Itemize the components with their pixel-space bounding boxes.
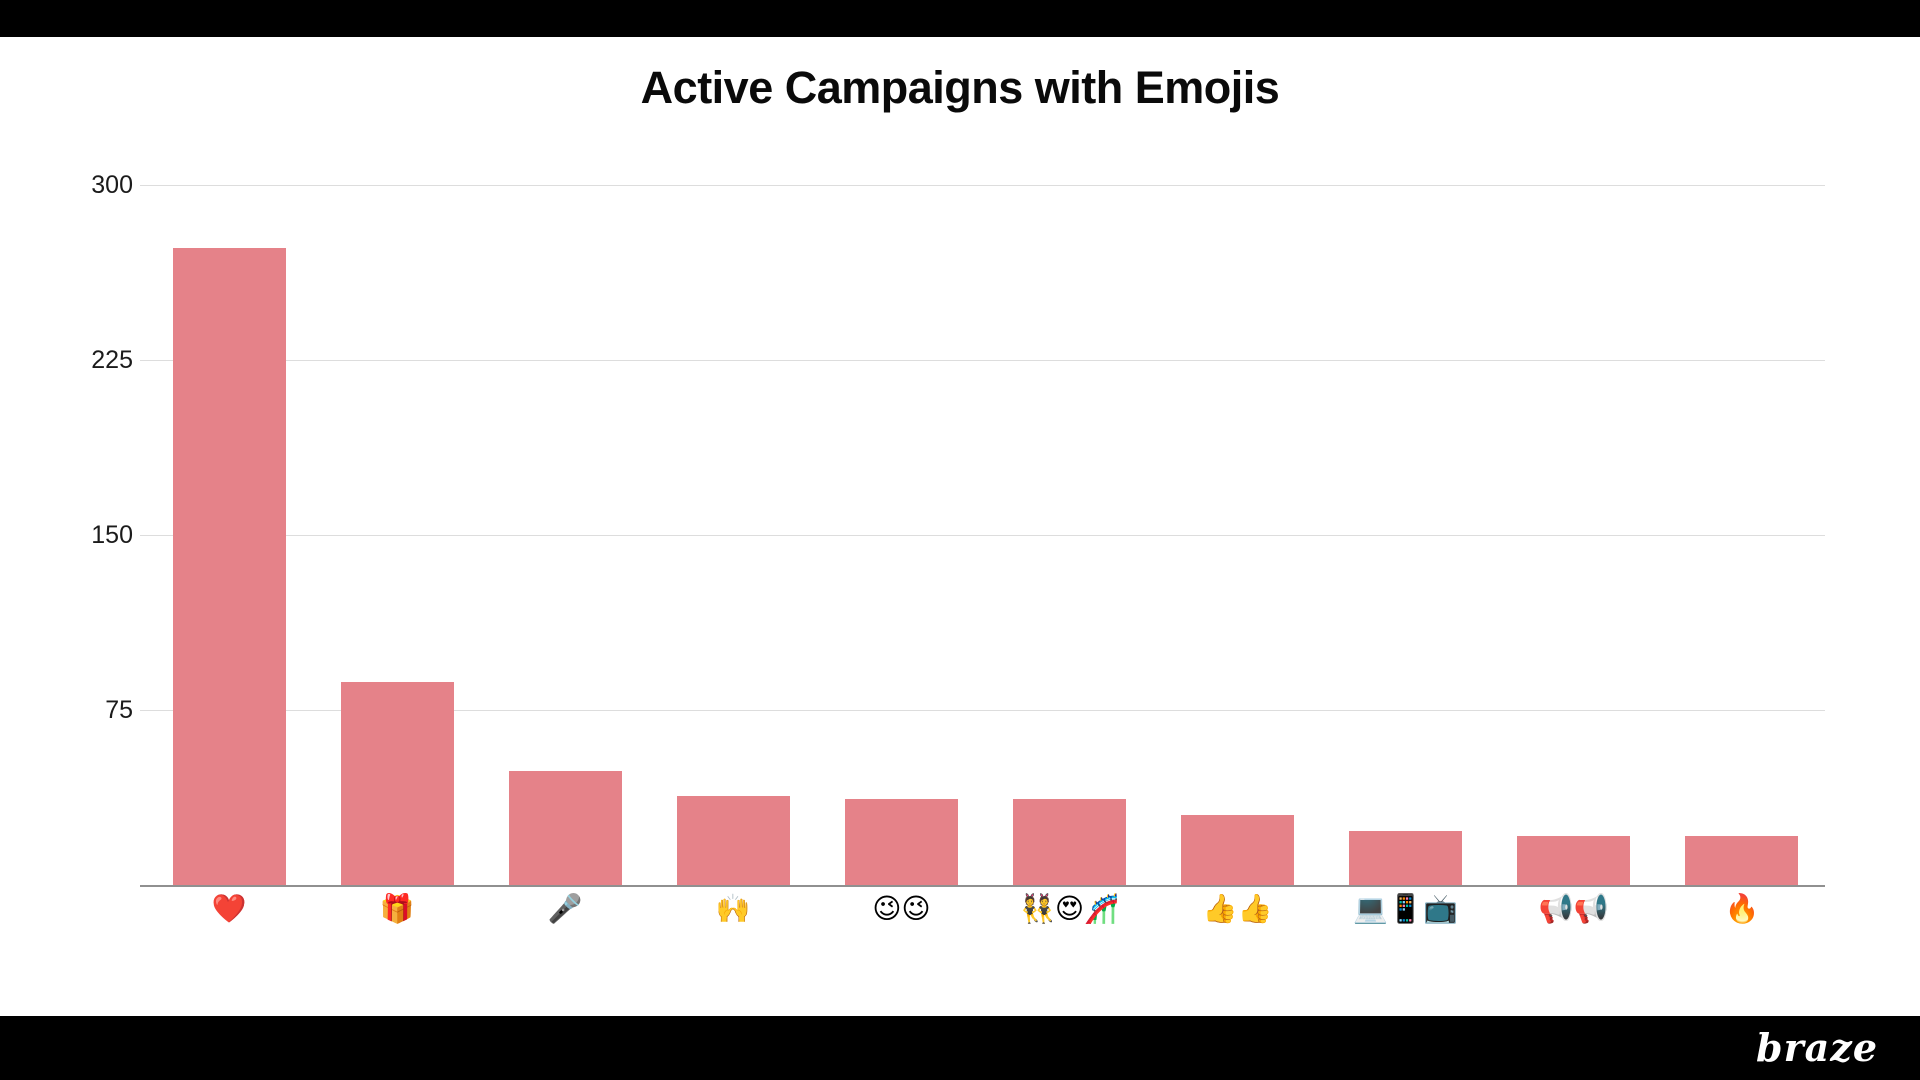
bar — [172, 248, 286, 885]
x-emoji-label: 🎤 — [547, 892, 583, 925]
bottom-brand-bar — [0, 1016, 1920, 1080]
gridline — [140, 710, 1825, 711]
bar — [1685, 836, 1799, 885]
gridline — [140, 185, 1825, 186]
x-emoji-label: 👍👍 — [1202, 892, 1273, 925]
bar — [508, 770, 622, 885]
y-tick-label: 150 — [91, 521, 133, 549]
top-brand-bar — [0, 0, 1920, 37]
bar — [676, 796, 790, 885]
x-emoji-label: 😉😉 — [872, 892, 931, 925]
x-emoji-label: ❤️ — [211, 892, 247, 925]
bar — [1349, 831, 1463, 885]
bar — [340, 682, 454, 885]
y-tick-label: 75 — [105, 696, 133, 724]
y-tick-label: 300 — [91, 171, 133, 199]
chart-title: Active Campaigns with Emojis — [640, 62, 1280, 113]
y-tick-label: 225 — [91, 346, 133, 374]
bar — [1517, 836, 1631, 885]
gridline — [140, 360, 1825, 361]
x-emoji-label: 🙌 — [715, 892, 751, 925]
x-axis-line — [140, 885, 1825, 887]
x-emoji-label: 🎁 — [379, 892, 415, 925]
x-emoji-label: 💻📱📺 — [1353, 892, 1458, 925]
x-emoji-label: 🔥 — [1724, 892, 1760, 925]
braze-logo: braze — [1756, 1025, 1878, 1070]
gridline — [140, 535, 1825, 536]
bar — [844, 798, 958, 885]
bar — [1013, 798, 1126, 885]
x-emoji-label: 👯😍🎢 — [1020, 892, 1119, 925]
bar — [1181, 815, 1295, 885]
x-emoji-label: 📢📢 — [1538, 892, 1609, 925]
